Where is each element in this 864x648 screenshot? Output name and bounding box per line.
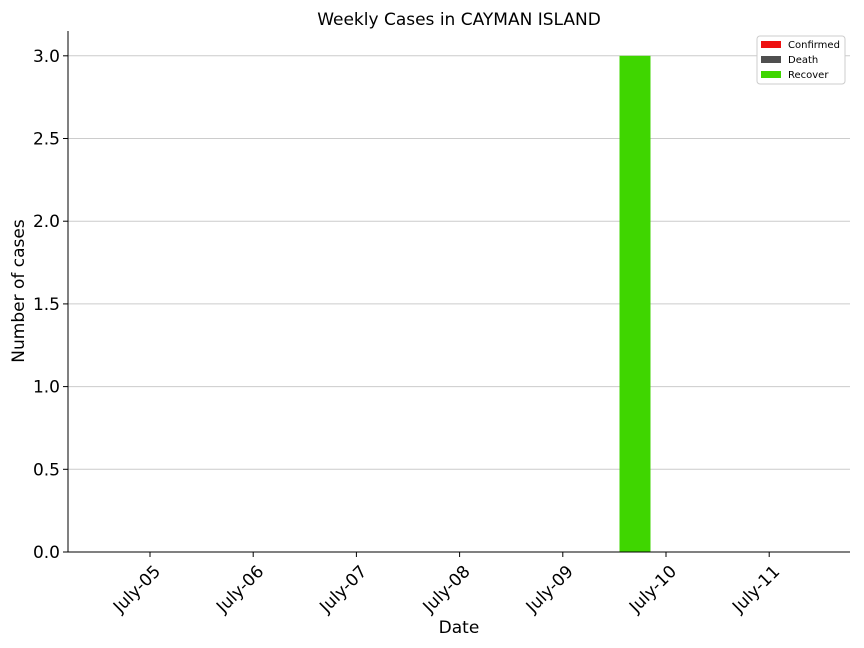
y-tick-label: 3.0 xyxy=(33,47,60,67)
chart-title: Weekly Cases in CAYMAN ISLAND xyxy=(317,10,601,30)
legend-swatch xyxy=(761,71,781,78)
y-tick-label: 0.5 xyxy=(33,460,60,480)
grid-lines xyxy=(68,55,850,470)
bar-recover xyxy=(619,55,651,553)
legend-label: Confirmed xyxy=(788,40,840,51)
axes xyxy=(67,31,850,553)
y-tick-label: 1.0 xyxy=(33,378,60,398)
x-tick-label: July-05 xyxy=(109,562,165,618)
y-ticks: 0.0 0.5 1.0 1.5 2.0 2.5 3.0 xyxy=(33,47,68,563)
legend: Confirmed Death Recover xyxy=(756,35,846,85)
x-tick-label: July-06 xyxy=(212,562,268,618)
y-tick-label: 0.0 xyxy=(33,543,60,563)
y-tick-label: 1.5 xyxy=(33,295,60,315)
x-ticks: July-05 July-06 July-07 July-08 July-09 July-… xyxy=(109,552,784,618)
legend-swatch xyxy=(761,56,781,63)
y-tick-label: 2.0 xyxy=(33,212,60,232)
legend-swatch xyxy=(761,41,781,48)
x-tick-label: July-09 xyxy=(522,562,578,618)
x-tick-label: July-08 xyxy=(419,562,475,618)
x-axis-label: Date xyxy=(439,618,480,638)
x-tick-label: July-11 xyxy=(728,562,784,618)
x-tick-label: July-07 xyxy=(315,562,371,618)
y-tick-label: 2.5 xyxy=(33,130,60,150)
legend-label: Death xyxy=(788,55,818,66)
x-tick-label: July-10 xyxy=(625,562,681,618)
y-axis-label: Number of cases xyxy=(9,219,29,363)
bars xyxy=(619,55,651,553)
legend-label: Recover xyxy=(788,70,829,81)
